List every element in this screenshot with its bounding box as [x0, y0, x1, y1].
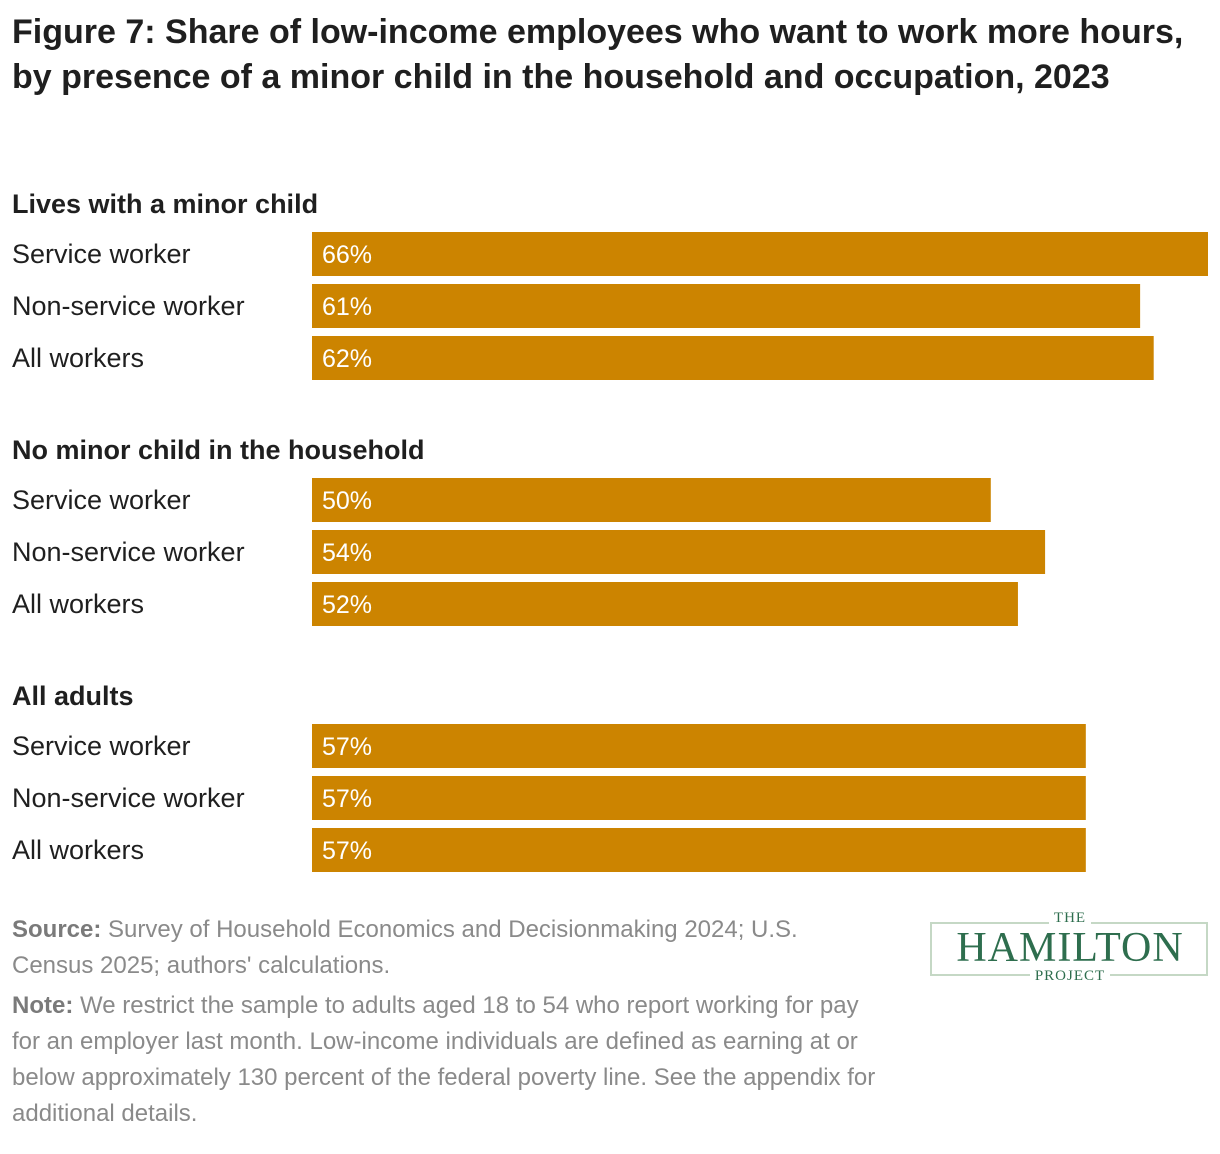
group-title: No minor child in the household — [12, 435, 425, 465]
bar — [312, 232, 1208, 276]
bar — [312, 336, 1154, 380]
note-body: We restrict the sample to adults aged 18… — [12, 992, 876, 1127]
bar — [312, 530, 1046, 574]
data-label: 66% — [322, 241, 372, 269]
data-label: 50% — [322, 487, 372, 515]
data-label: 54% — [322, 539, 372, 567]
source-body: Survey of Household Economics and Decisi… — [12, 916, 798, 979]
category-label: All workers — [12, 835, 144, 865]
bar — [312, 828, 1086, 872]
bar — [312, 776, 1086, 820]
category-label: All workers — [12, 589, 144, 619]
data-label: 62% — [322, 345, 372, 373]
category-label: Service worker — [12, 239, 191, 269]
data-label: 57% — [322, 837, 372, 865]
chart-title: Figure 7: Share of low-income employees … — [12, 13, 1184, 96]
bar — [312, 284, 1141, 328]
category-label: All workers — [12, 343, 144, 373]
category-label: Non-service worker — [12, 291, 245, 321]
category-label: Service worker — [12, 731, 191, 761]
note-text: Note: We restrict the sample to adults a… — [12, 988, 882, 1132]
source-label: Source: — [12, 916, 102, 943]
bar-chart: Lives with a minor child Service worker 66… — [12, 189, 1208, 872]
source-text: Source: Survey of Household Economics an… — [12, 912, 882, 984]
category-label: Service worker — [12, 485, 191, 515]
logo-main: HAMILTON — [956, 925, 1184, 971]
data-label: 57% — [322, 733, 372, 761]
category-label: Non-service worker — [12, 783, 245, 813]
logo-the: THE — [1048, 910, 1092, 926]
bar — [312, 724, 1086, 768]
note-label: Note: — [12, 992, 74, 1019]
hamilton-project-logo: THE HAMILTON PROJECT — [930, 910, 1210, 984]
group-title: All adults — [12, 681, 134, 711]
data-label: 52% — [322, 591, 372, 619]
chart-notes: Source: Survey of Household Economics an… — [12, 912, 882, 1136]
bar — [312, 582, 1018, 626]
category-label: Non-service worker — [12, 537, 245, 567]
bar — [312, 478, 991, 522]
data-label: 61% — [322, 293, 372, 321]
group-title: Lives with a minor child — [12, 189, 318, 219]
logo-project: PROJECT — [1029, 968, 1111, 984]
data-label: 57% — [322, 785, 372, 813]
